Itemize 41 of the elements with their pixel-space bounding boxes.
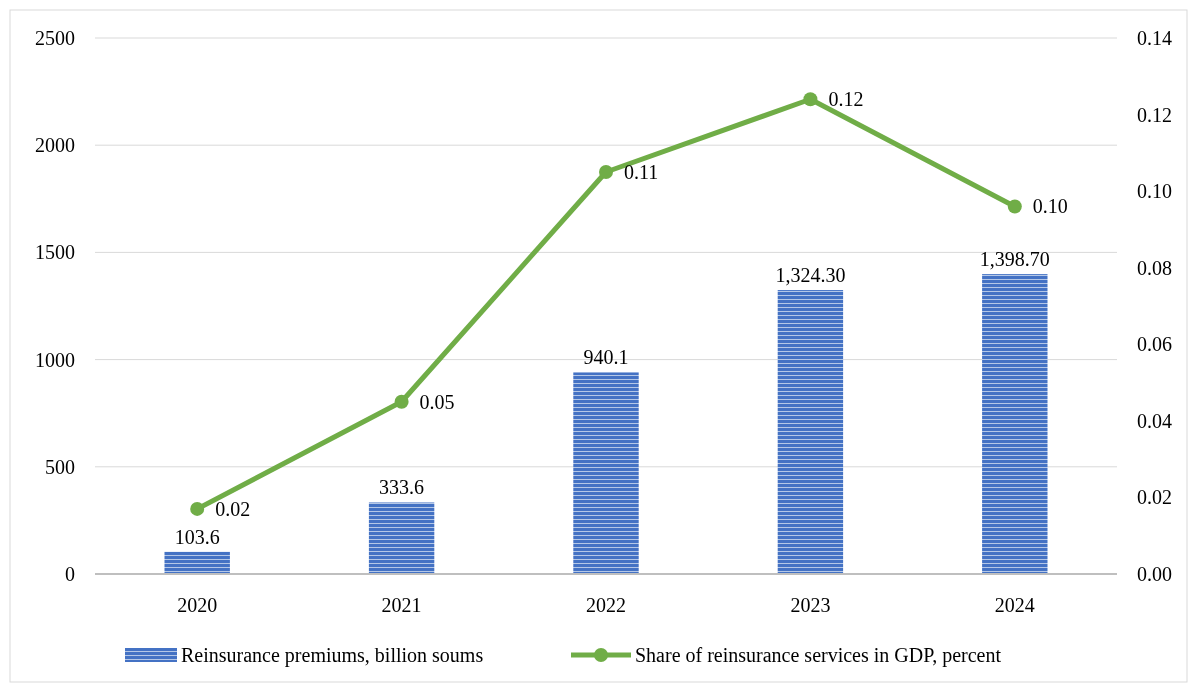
x-tick-label: 2023 <box>790 594 831 616</box>
y2-tick-label: 0.02 <box>1137 486 1172 509</box>
data-label: 0.12 <box>828 88 864 111</box>
x-tick-label: 2024 <box>994 594 1035 616</box>
point <box>1007 199 1022 214</box>
x-tick-label: 2020 <box>177 594 218 616</box>
data-label: 940.1 <box>583 346 629 369</box>
point <box>599 165 613 179</box>
data-label: 0.05 <box>419 390 455 413</box>
y2-tick-label: 0.04 <box>1137 409 1172 432</box>
data-label: 103.6 <box>174 525 220 548</box>
bar <box>368 502 435 574</box>
bar <box>982 274 1048 574</box>
bar <box>573 372 639 574</box>
point <box>803 92 818 107</box>
data-label: 0.02 <box>215 497 251 520</box>
data-label: 0.10 <box>1032 195 1068 218</box>
y-tick-label: 1000 <box>35 348 75 371</box>
y-tick-label: 1500 <box>35 241 75 264</box>
y2-tick-label: 0.14 <box>1137 27 1172 49</box>
y2-tick-label: 0.12 <box>1137 103 1172 126</box>
x-tick-label: 2021 <box>381 594 422 616</box>
bar <box>164 551 230 574</box>
legend-label: Reinsurance premiums, billion soums <box>181 644 484 667</box>
y-tick-label: 0 <box>65 563 75 585</box>
y-tick-label: 500 <box>45 455 75 478</box>
y2-tick-label: 0.10 <box>1137 180 1172 203</box>
bar <box>777 290 844 574</box>
legend-label: Share of reinsurance services in GDP, percent <box>635 644 1002 667</box>
data-label: 1,398.70 <box>979 248 1050 271</box>
data-label: 333.6 <box>379 476 425 499</box>
y-tick-label: 2500 <box>35 27 75 49</box>
y2-tick-label: 0.00 <box>1137 563 1172 585</box>
y-tick-label: 2000 <box>35 134 75 157</box>
y2-tick-label: 0.08 <box>1137 256 1172 279</box>
data-label: 0.11 <box>624 161 659 183</box>
data-label: 1,324.30 <box>775 264 846 287</box>
point <box>394 394 409 409</box>
point <box>190 501 205 516</box>
y2-tick-label: 0.06 <box>1137 333 1172 356</box>
x-tick-label: 2022 <box>586 594 626 616</box>
